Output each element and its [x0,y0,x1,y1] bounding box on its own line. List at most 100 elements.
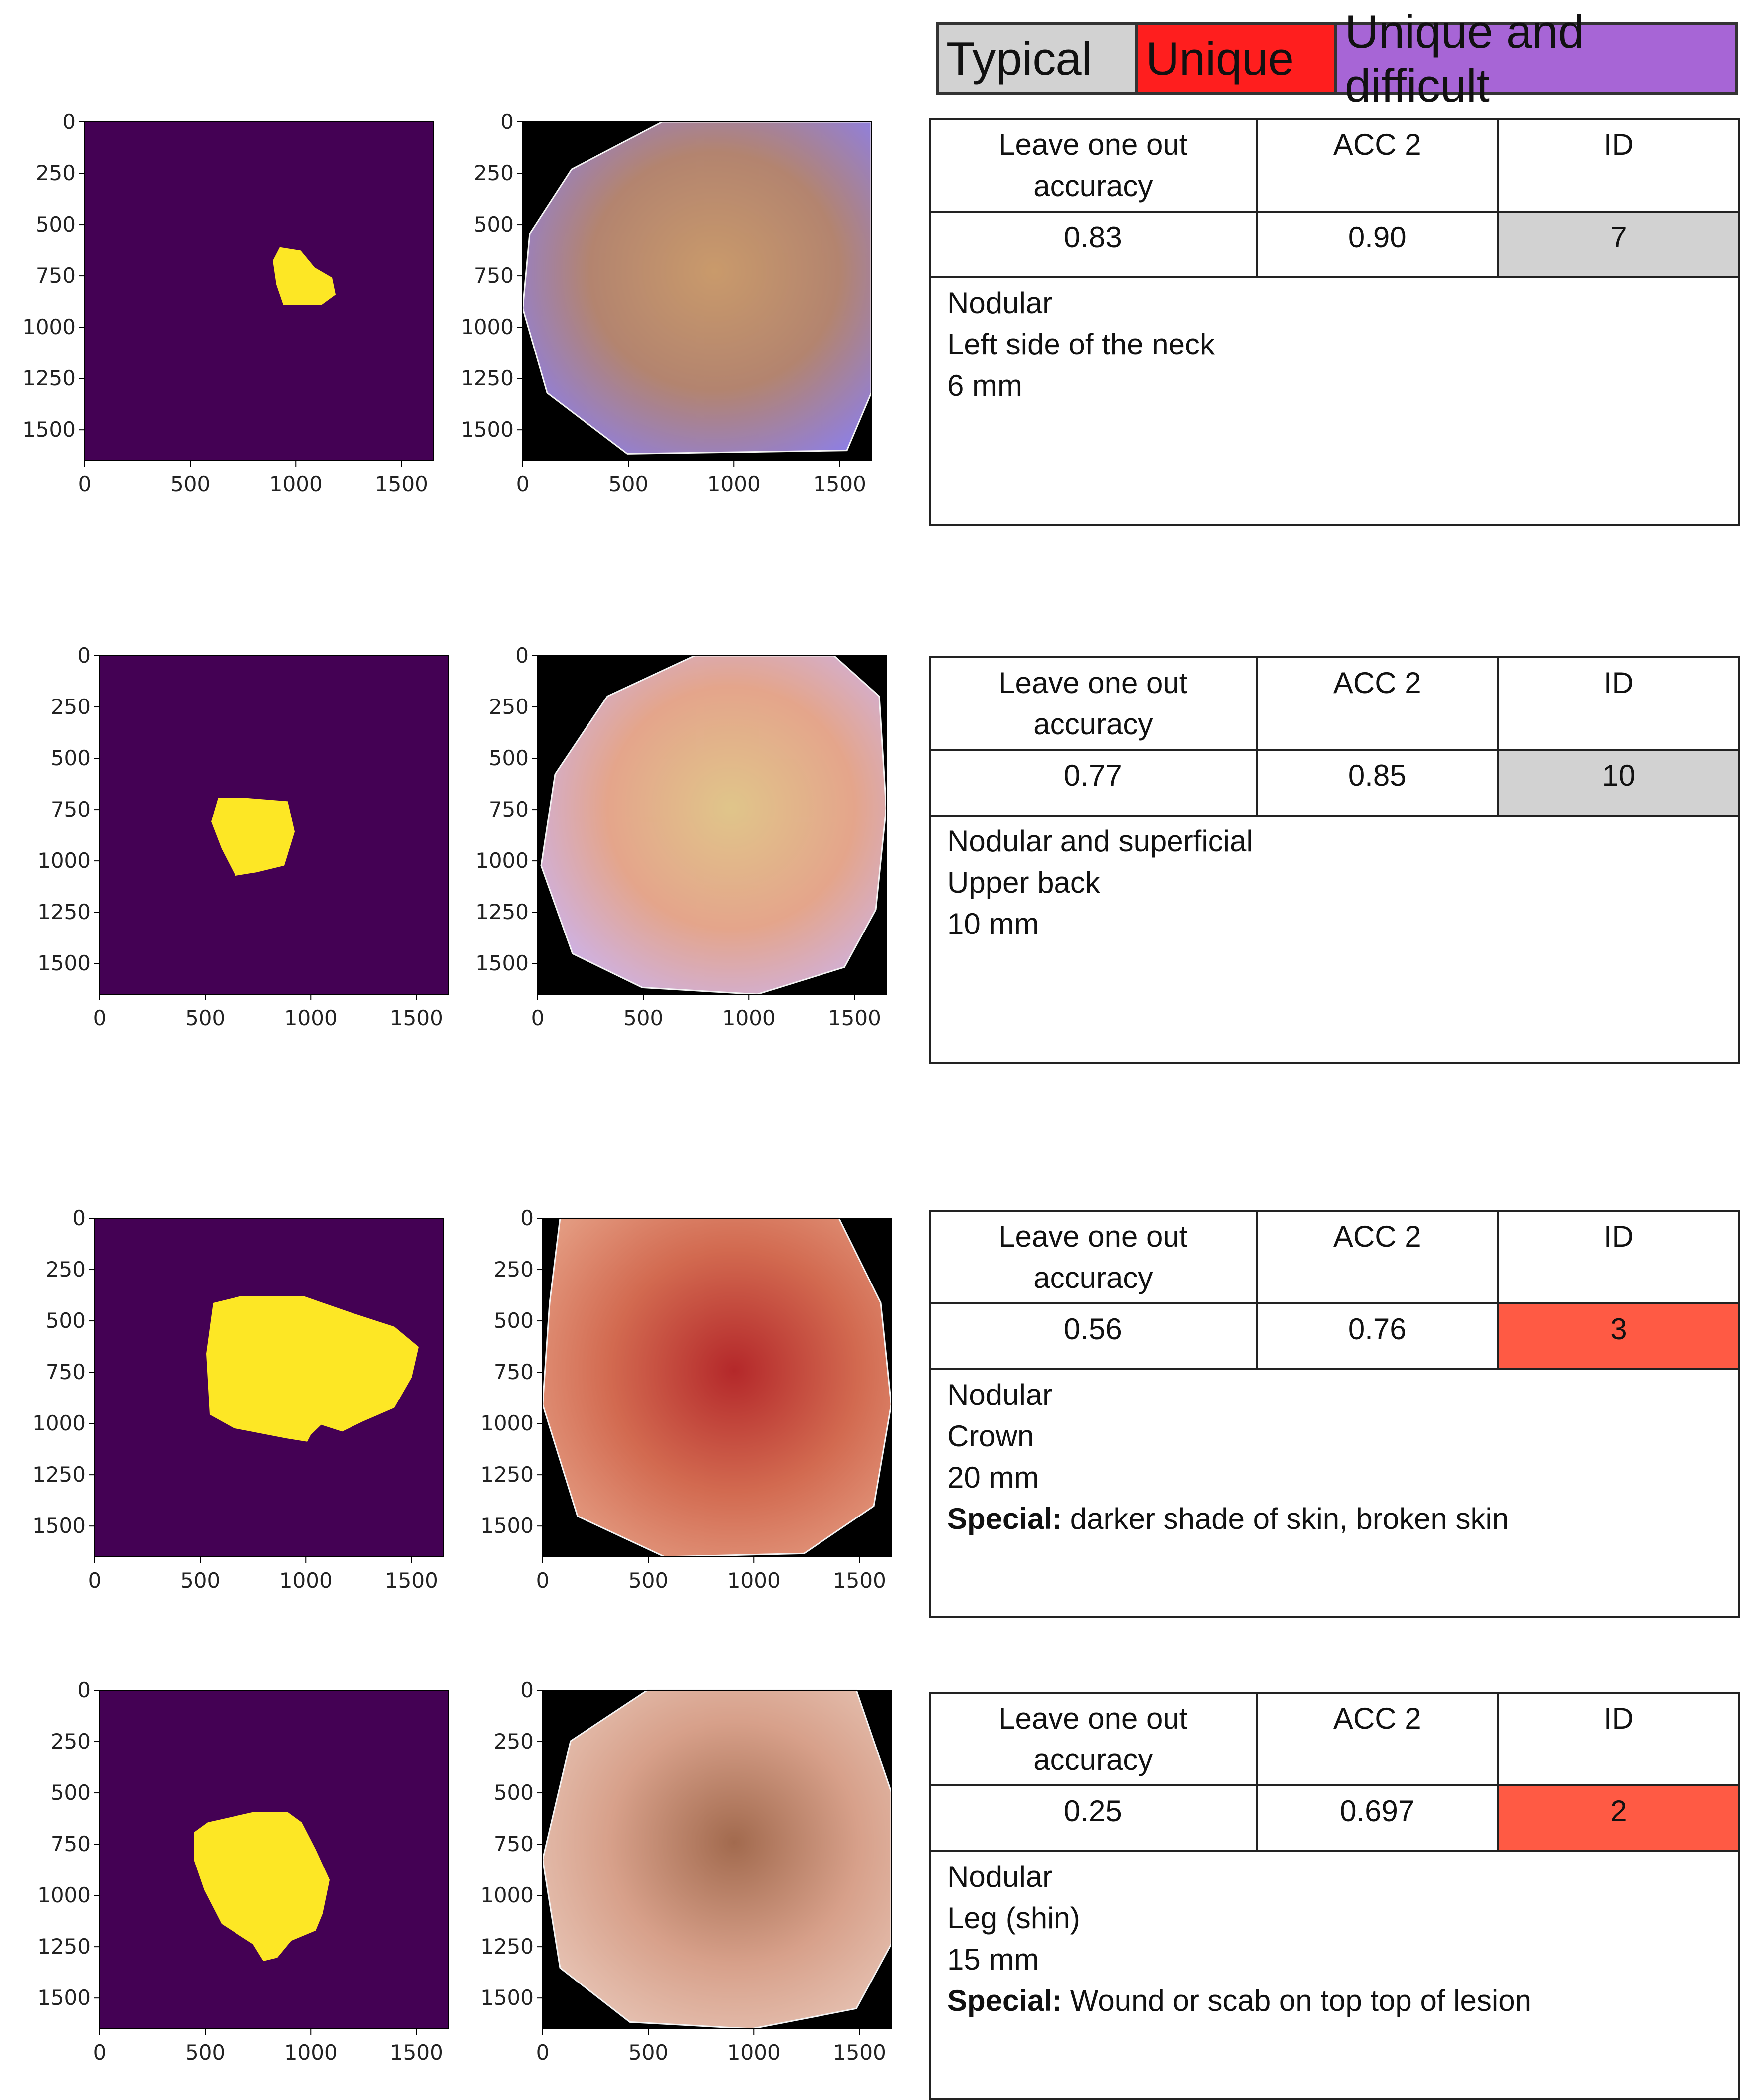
x-tick-label: 1000 [269,472,323,496]
x-tick-label: 0 [93,1006,107,1030]
loo-value: 0.56 [929,1302,1258,1370]
legend-unique: Unique [1138,25,1337,92]
acc2-value: 0.76 [1255,1302,1499,1370]
case-table-1: Leave one out accuracy ACC 2 ID 0.83 0.9… [929,118,1741,526]
lesion-location: Left side of the neck [947,328,1215,361]
lesion-mask-region [206,1296,419,1442]
case-description: Nodular Crown 20 mm Special: darker shad… [929,1368,1740,1618]
x-tick-label: 1500 [375,472,428,496]
x-tick-label: 500 [623,1006,663,1030]
y-tick-label: 750 [51,797,91,821]
skin-lesion-photo [542,1217,892,1558]
category-legend: Typical Unique Unique and difficult [936,5,1738,112]
mask-plot-case-2: 0 250 500 750 1000 1250 1500 0 500 1000 1500 [15,638,463,1037]
id-value: 10 [1497,749,1741,817]
x-tick-label: 0 [93,2040,107,2065]
id-value: 3 [1497,1302,1741,1370]
y-tick-label: 250 [51,1729,91,1753]
y-tick-label: 1500 [480,1985,534,2010]
x-tick-label: 0 [88,1568,102,1593]
special-note: Special: Wound or scab on top top of les… [947,1980,1721,2021]
legend-unique-and-difficult: Unique and difficult [1337,5,1735,112]
y-tick-label: 750 [494,1360,534,1384]
lesion-size: 6 mm [947,369,1022,402]
y-tick-label: 750 [51,1832,91,1856]
plot-frame [84,121,434,461]
lesion-size: 10 mm [947,907,1039,940]
acc2-value: 0.90 [1255,211,1499,278]
y-tick-label: 1250 [37,1934,91,1959]
x-tick-label: 1500 [385,1568,438,1593]
y-tick-label: 0 [520,1206,534,1230]
case-description: Nodular Left side of the neck 6 mm [929,276,1740,526]
header-leave-one-out-accuracy: Leave one out accuracy [929,656,1258,751]
y-tick-label: 1250 [480,1934,534,1959]
lesion-mask-region [194,1812,330,1961]
y-tick-label: 500 [494,1780,534,1805]
x-tick-label: 0 [536,1568,550,1593]
x-tick-label: 1000 [722,1006,776,1030]
plot-frame [542,1218,892,1557]
dermoscopy-image: 0 250 500 750 1000 1250 1500 0 500 1000 1500 [475,643,887,1030]
x-tick-label: 500 [628,1568,668,1593]
y-tick-label: 750 [494,1832,534,1856]
lesion-type: Nodular [947,1860,1053,1893]
dermoscopy-image: 0 250 500 750 1000 1250 1500 0 500 1000 1500 [480,1206,892,1593]
y-tick-label: 1250 [480,1462,534,1487]
y-tick-label: 0 [77,1678,91,1702]
x-tick-label: 1500 [828,1006,881,1030]
id-value: 7 [1497,211,1741,278]
acc2-value: 0.697 [1255,1784,1499,1852]
x-tick-label: 500 [180,1568,220,1593]
y-tick-label: 250 [474,161,514,185]
plot-frame [94,1218,444,1557]
x-tick-label: 1500 [833,1568,886,1593]
dermoscopy-image: 0 250 500 750 1000 1250 1500 0 500 1000 1500 [461,110,872,496]
header-leave-one-out-accuracy: Leave one out accuracy [929,118,1258,213]
y-tick-label: 1000 [22,315,76,339]
case-table-4: Leave one out accuracy ACC 2 ID 0.25 0.6… [929,1692,1741,2100]
x-tick-label: 500 [628,2040,668,2065]
y-tick-label: 500 [46,1308,86,1333]
y-tick-label: 0 [520,1678,534,1702]
header-acc2: ACC 2 [1255,656,1499,751]
skin-lesion-photo [522,121,872,455]
y-tick-label: 250 [494,1257,534,1282]
y-tick-label: 750 [46,1360,86,1384]
y-tick-label: 1250 [32,1462,86,1487]
mask-background [85,122,433,461]
case-table-3: Leave one out accuracy ACC 2 ID 0.56 0.7… [929,1210,1741,1618]
y-tick-label: 500 [489,746,529,770]
x-tick-label: 1000 [279,1568,333,1593]
special-label: Special: [947,1502,1062,1535]
lesion-location: Leg (shin) [947,1901,1080,1935]
y-tick-label: 1000 [37,1883,91,1907]
y-tick-label: 750 [489,797,529,821]
y-tick-label: 500 [51,1780,91,1805]
case-table-2: Leave one out accuracy ACC 2 ID 0.77 0.8… [929,656,1741,1064]
x-tick-label: 500 [185,2040,225,2065]
header-leave-one-out-accuracy: Leave one out accuracy [929,1692,1258,1786]
lesion-location: Crown [947,1419,1034,1453]
case-description: Nodular Leg (shin) 15 mm Special: Wound … [929,1850,1740,2100]
lesion-mask-region [273,247,336,305]
x-tick-label: 500 [608,472,648,496]
y-tick-label: 0 [500,110,514,134]
acc2-value: 0.85 [1255,749,1499,817]
header-id: ID [1497,656,1741,751]
y-tick-label: 500 [494,1308,534,1333]
x-tick-label: 1500 [390,2040,443,2065]
y-tick-label: 1500 [480,1514,534,1538]
header-acc2: ACC 2 [1255,118,1499,213]
legend-typical: Typical [939,25,1138,92]
y-tick-label: 0 [515,643,529,668]
y-tick-label: 1500 [37,951,91,975]
header-id: ID [1497,1692,1741,1786]
y-tick-label: 1000 [480,1411,534,1435]
lesion-type: Nodular and superficial [947,824,1253,858]
dermoscopy-image: 0 250 500 750 1000 1250 1500 0 500 1000 1500 [480,1678,892,2065]
y-tick-label: 1000 [32,1411,86,1435]
y-tick-label: 1250 [461,366,514,390]
y-tick-label: 0 [72,1206,86,1230]
plot-frame [542,1690,892,2029]
